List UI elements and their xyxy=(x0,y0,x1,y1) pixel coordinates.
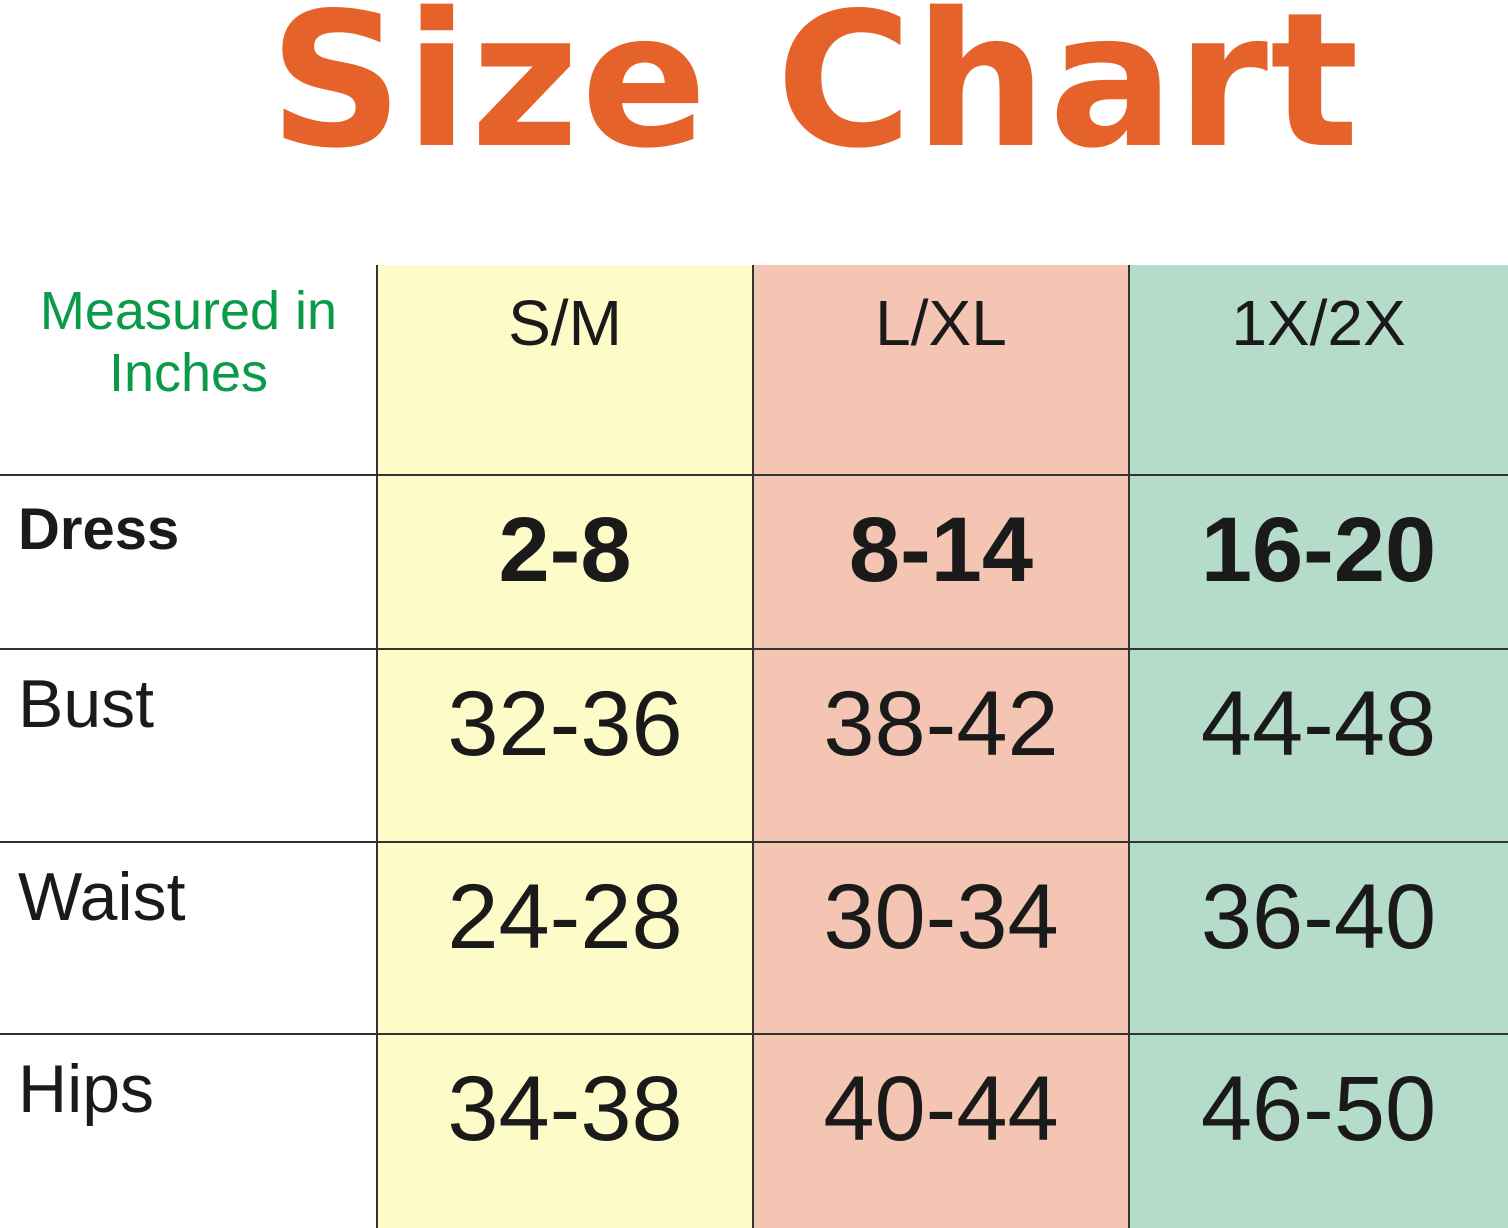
grid-line xyxy=(1128,265,1130,1228)
column-header: L/XL xyxy=(875,287,1007,359)
row-label: Waist xyxy=(18,859,186,935)
size-value: 44-48 xyxy=(1200,673,1437,775)
size-value: 16-20 xyxy=(1200,499,1437,601)
size-value: 36-40 xyxy=(1200,866,1437,968)
row-label: Dress xyxy=(18,497,180,562)
grid-line xyxy=(376,265,378,1228)
size-value: 2-8 xyxy=(498,499,632,601)
row-label: Bust xyxy=(18,666,155,742)
size-value: 8-14 xyxy=(848,499,1034,601)
grid-line xyxy=(0,1033,1508,1035)
column-header: 1X/2X xyxy=(1231,287,1406,359)
size-value: 38-42 xyxy=(823,673,1059,775)
corner-label: Measured in Inches xyxy=(39,281,338,403)
size-value: 34-38 xyxy=(447,1058,683,1160)
size-value: 40-44 xyxy=(823,1058,1059,1160)
grid-line xyxy=(752,265,754,1228)
title: Size Chart xyxy=(269,0,1361,189)
column-header: S/M xyxy=(508,287,622,359)
size-value: 30-34 xyxy=(823,866,1059,968)
column-background xyxy=(377,265,753,1228)
size-value: 32-36 xyxy=(447,673,683,775)
column-background xyxy=(1129,265,1508,1228)
size-value: 24-28 xyxy=(447,866,683,968)
size-value: 46-50 xyxy=(1200,1058,1437,1160)
grid-line xyxy=(0,648,1508,650)
column-background xyxy=(753,265,1129,1228)
grid-line xyxy=(0,841,1508,843)
row-label: Hips xyxy=(18,1051,155,1127)
grid-line xyxy=(0,474,1508,476)
